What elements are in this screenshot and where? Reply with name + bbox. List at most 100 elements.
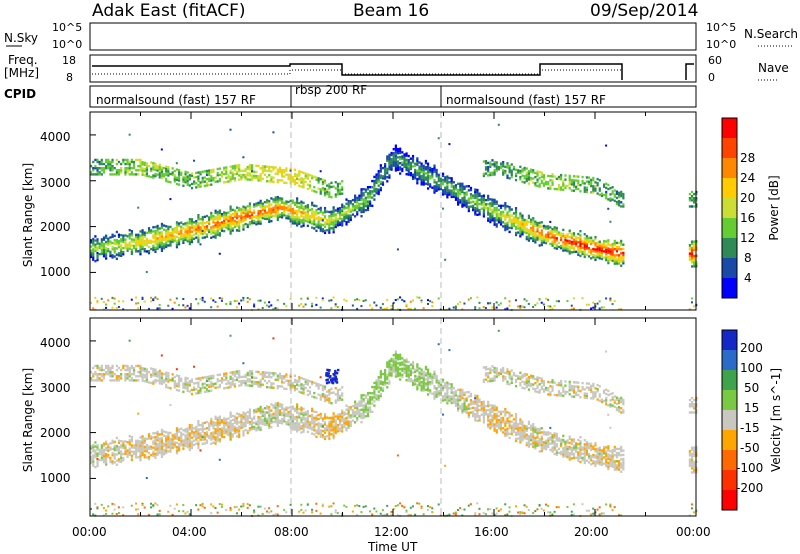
velocity-cell <box>197 377 200 380</box>
power-cell <box>414 170 417 174</box>
velocity-cell <box>244 379 247 383</box>
power-cell <box>120 238 123 241</box>
power-cell <box>525 223 528 226</box>
velocity-cell <box>347 414 350 417</box>
power-cell <box>590 307 593 310</box>
power-cell <box>330 210 333 213</box>
power-cell <box>441 182 445 186</box>
power-cell <box>184 174 187 178</box>
power-cell <box>568 176 571 180</box>
power-cell <box>487 194 490 198</box>
power-cell <box>197 302 200 305</box>
power-cell <box>386 298 389 301</box>
velocity-cell <box>107 373 110 376</box>
power-cell <box>338 223 342 226</box>
power-cell <box>540 241 543 245</box>
power-cell <box>362 204 365 207</box>
power-cell <box>145 168 149 171</box>
velocity-cell <box>253 425 256 429</box>
power-cell <box>203 176 206 179</box>
power-cell <box>227 227 230 231</box>
power-cell <box>532 305 535 308</box>
power-cell <box>463 193 466 197</box>
velocity-cell <box>278 376 282 380</box>
power-cell <box>583 182 586 185</box>
power-cell <box>135 233 138 237</box>
power-cell <box>431 174 434 177</box>
power-cell <box>386 155 389 158</box>
power-cell <box>117 233 121 236</box>
velocity-cell <box>175 441 179 445</box>
power-cell <box>577 253 580 256</box>
velocity-cell <box>158 437 161 440</box>
velocity-cell <box>122 514 125 517</box>
power-cell <box>394 150 397 154</box>
power-cell <box>371 307 374 310</box>
velocity-cell <box>158 441 161 444</box>
power-cell <box>439 179 443 183</box>
power-cell <box>147 307 150 310</box>
velocity-cell <box>296 417 299 421</box>
power-cell <box>283 207 286 211</box>
power-cell <box>334 219 337 222</box>
velocity-cell <box>150 447 153 451</box>
power-cell <box>622 205 625 208</box>
velocity-cell <box>298 424 301 427</box>
velocity-cell <box>203 438 206 441</box>
power-cell <box>379 170 382 173</box>
power-cell <box>313 223 316 226</box>
power-cell <box>210 179 213 182</box>
power-cell <box>250 211 254 215</box>
power-cell <box>555 237 558 240</box>
power-cell <box>188 307 191 310</box>
velocity-cell <box>257 505 260 508</box>
power-cell <box>407 154 410 158</box>
velocity-cell <box>92 460 95 463</box>
power-cell <box>448 143 451 146</box>
velocity-cell <box>130 454 133 457</box>
power-cell <box>317 222 320 225</box>
power-cell <box>334 180 337 184</box>
power-cell <box>379 166 382 169</box>
velocity-cell <box>208 422 211 425</box>
power-cell <box>242 228 245 231</box>
power-cell <box>216 217 219 220</box>
power-cell <box>246 174 249 177</box>
power-cell <box>469 192 473 196</box>
power-cell <box>512 216 516 219</box>
power-cell <box>613 254 616 257</box>
nsky-strip: N.Sky 10^5 10^0 10^5 10^0 N.Search <box>4 21 798 51</box>
power-cell <box>283 175 286 178</box>
power-cell <box>98 244 101 248</box>
power-cell <box>581 250 584 254</box>
velocity-cell <box>311 511 314 514</box>
power-cell <box>115 169 118 172</box>
velocity-cell <box>218 379 221 383</box>
power-cell <box>489 171 492 175</box>
power-cell <box>145 239 149 243</box>
velocity-cell <box>276 384 279 388</box>
power-cell <box>167 231 170 235</box>
power-cell <box>583 247 586 250</box>
power-cell <box>261 212 264 216</box>
power-cell <box>564 184 567 188</box>
power-cell <box>229 230 232 233</box>
power-cell <box>122 236 125 239</box>
power-cell <box>141 231 144 234</box>
velocity-cell <box>147 513 150 516</box>
power-cell <box>594 256 597 259</box>
power-cell <box>160 231 164 234</box>
velocity-cell <box>122 366 125 370</box>
power-cell <box>476 188 479 192</box>
velocity-cell <box>233 417 236 420</box>
velocity-cell <box>145 448 149 451</box>
velocity-cell <box>229 413 232 416</box>
velocity-cell <box>158 449 161 453</box>
power-cell <box>577 183 580 187</box>
power-cell <box>334 303 337 306</box>
power-cell <box>190 238 194 242</box>
power-cell <box>394 163 397 166</box>
power-cell <box>497 165 500 169</box>
power-cell <box>321 213 324 216</box>
power-cell <box>521 170 524 173</box>
